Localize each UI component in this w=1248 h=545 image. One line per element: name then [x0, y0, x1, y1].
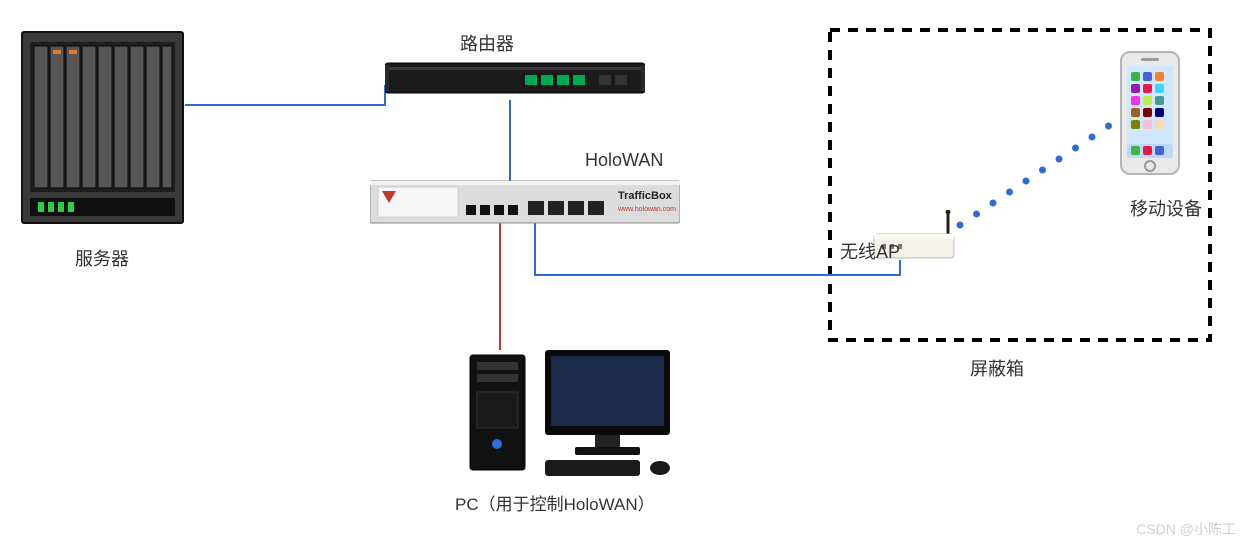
mobile-label: 移动设备: [1130, 195, 1202, 221]
holowan-brand: TrafficBox: [618, 190, 673, 202]
edge-server-router: [185, 85, 385, 105]
router-label: 路由器: [460, 30, 514, 56]
holowan-url: www.holowan.com: [617, 206, 676, 213]
server-device: [20, 30, 185, 230]
mobile-device: [1115, 50, 1185, 185]
ap-label: 无线AP: [840, 238, 900, 264]
pc-device: [465, 340, 680, 485]
server-label: 服务器: [75, 245, 129, 271]
edge-ap-mobile-wifi: [957, 112, 1129, 229]
shield-label: 屏蔽箱: [970, 355, 1024, 381]
router-device: [385, 55, 645, 105]
holowan-label: HoloWAN: [585, 150, 663, 171]
pc-label: PC（用于控制HoloWAN）: [455, 490, 655, 515]
holowan-device: TrafficBox www.holowan.com: [370, 175, 680, 235]
watermark: CSDN @小陈工: [1136, 519, 1236, 539]
